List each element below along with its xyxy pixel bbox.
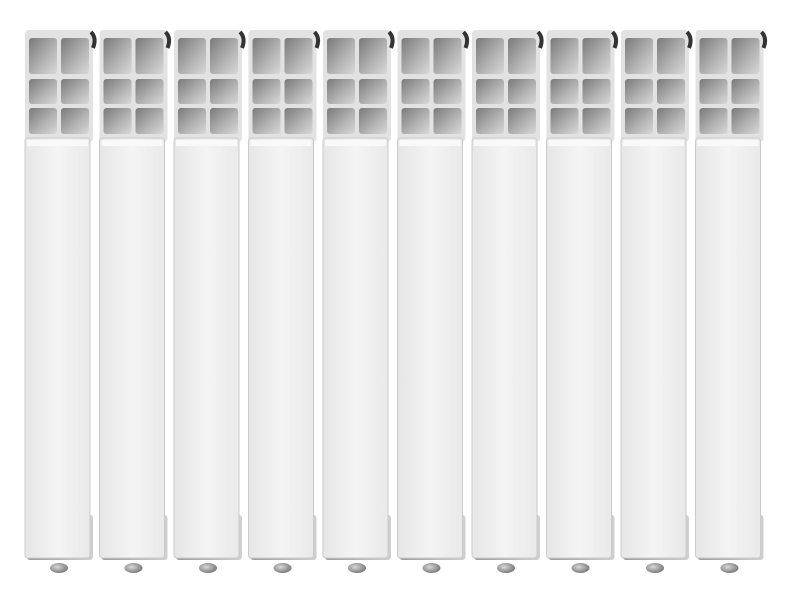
section (395, 28, 470, 575)
section (321, 28, 395, 575)
section (619, 28, 693, 575)
section (172, 28, 246, 575)
section (470, 28, 544, 575)
section (97, 28, 172, 575)
section (23, 28, 97, 575)
section (693, 28, 768, 575)
section (544, 28, 619, 575)
section (246, 28, 321, 575)
